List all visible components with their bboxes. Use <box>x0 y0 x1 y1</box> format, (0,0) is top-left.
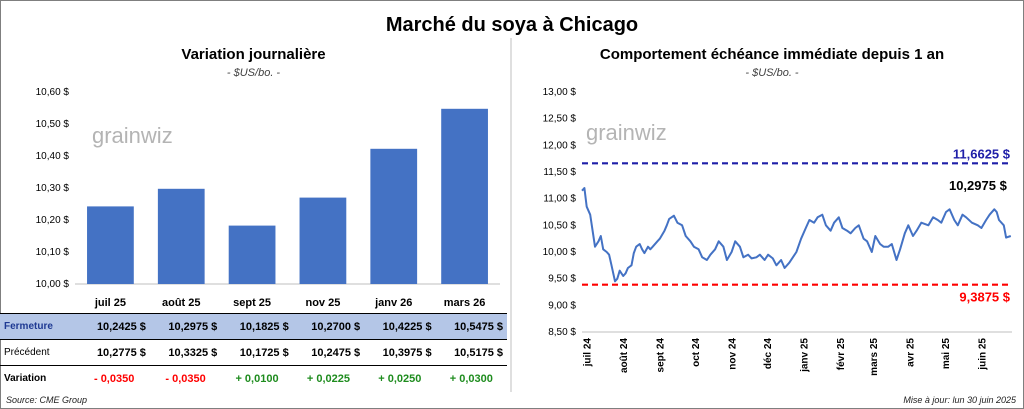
y-tick-label: 11,50 $ <box>543 167 576 178</box>
category-label: juil 25 <box>94 297 126 309</box>
y-tick-label: 10,00 $ <box>36 279 70 290</box>
bar <box>299 197 347 284</box>
cell-value: 10,2775 $ <box>78 339 150 366</box>
cell-variation: - 0,0350 <box>165 372 206 385</box>
x-tick-label: janv 25 <box>799 338 810 373</box>
line-chart-unit: - $US/bo. - <box>745 67 799 79</box>
x-tick-label: sept 24 <box>656 338 667 373</box>
x-tick-label: mars 25 <box>869 338 880 376</box>
y-tick-label: 13,00 $ <box>543 87 577 98</box>
cell-value: 10,4225 $ <box>364 313 436 340</box>
y-tick-label: 10,10 $ <box>36 247 70 258</box>
category-label: nov 25 <box>305 297 340 309</box>
cell-value: 10,5175 $ <box>435 339 507 366</box>
table-row-fermeture: Fermeture 10,2425 $ 10,2975 $ 10,1825 $ … <box>0 313 507 340</box>
table-row-variation: Variation - 0,0350 - 0,0350 + 0,0100 + 0… <box>0 366 507 392</box>
category-label: janv 26 <box>374 297 412 309</box>
cell-value: 10,1825 $ <box>221 313 293 340</box>
row-label: Variation <box>4 373 47 385</box>
category-label: août 25 <box>162 297 201 309</box>
bar <box>157 188 205 284</box>
cell-value: 10,1725 $ <box>221 339 293 366</box>
y-tick-label: 12,00 $ <box>543 140 577 151</box>
y-tick-label: 9,00 $ <box>548 300 576 311</box>
cell-value: 10,2425 $ <box>78 313 150 340</box>
y-tick-label: 9,50 $ <box>548 274 576 285</box>
cell-value: 10,3975 $ <box>364 339 436 366</box>
cell-value: 10,2700 $ <box>292 313 365 340</box>
y-tick-label: 10,50 $ <box>36 119 70 130</box>
x-tick-label: juin 25 <box>977 338 988 371</box>
cell-variation: + 0,0100 <box>235 372 279 385</box>
bar <box>441 108 488 284</box>
category-label: mars 26 <box>444 297 486 309</box>
y-tick-label: 10,40 $ <box>36 151 70 162</box>
bar-chart: 10,00 $ 10,10 $ 10,20 $ 10,30 $ 10,40 $ 10,50… <box>36 87 500 309</box>
source-note: Source: CME Group <box>6 395 88 405</box>
price-table: Fermeture 10,2425 $ 10,2975 $ 10,1825 $ … <box>0 313 507 392</box>
last-value-label: 10,2975 $ <box>949 178 1008 193</box>
category-label: sept 25 <box>233 297 271 309</box>
y-tick-label: 10,20 $ <box>36 215 70 226</box>
x-tick-label: déc 24 <box>763 338 774 370</box>
y-tick-label: 10,50 $ <box>543 220 577 231</box>
x-tick-label: juil 24 <box>583 338 594 368</box>
bar-chart-unit: - $US/bo. - <box>226 67 281 79</box>
y-tick-label: 10,00 $ <box>543 247 577 258</box>
cell-value: 10,3325 $ <box>149 339 222 366</box>
x-tick-label: févr 25 <box>836 338 847 371</box>
y-tick-label: 10,30 $ <box>36 183 70 194</box>
min-reference-label: 9,3875 $ <box>959 290 1010 305</box>
x-tick-label: août 24 <box>619 338 630 373</box>
x-tick-label: mai 25 <box>941 338 952 370</box>
x-tick-label: nov 24 <box>728 338 739 370</box>
update-note: Mise à jour: lun 30 juin 2025 <box>903 395 1016 405</box>
bar-chart-title: Variation journalière <box>181 46 326 63</box>
price-series-line <box>581 187 1012 283</box>
table-row-precedent: Précédent 10,2775 $ 10,3325 $ 10,1725 $ … <box>0 339 507 366</box>
cell-variation: - 0,0350 <box>93 372 135 385</box>
cell-variation: + 0,0250 <box>378 372 422 385</box>
cell-value: 10,2975 $ <box>149 313 222 340</box>
y-tick-label: 11,00 $ <box>543 194 576 205</box>
max-reference-label: 11,6625 $ <box>953 146 1011 161</box>
watermark-right: grainwiz <box>586 120 667 145</box>
y-tick-label: 8,50 $ <box>548 327 576 338</box>
row-label: Précédent <box>0 339 79 366</box>
y-tick-label: 10,60 $ <box>36 87 70 98</box>
row-label: Fermeture <box>0 313 79 340</box>
y-tick-label: 12,50 $ <box>543 114 577 125</box>
cell-variation: + 0,0300 <box>449 372 493 385</box>
line-chart-title: Comportement échéance immédiate depuis 1… <box>599 46 945 63</box>
cell-value: 10,2475 $ <box>292 339 365 366</box>
line-chart: 8,50 $ 9,00 $ 9,50 $ 10,00 $ 10,50 $ 11,00 $ 1… <box>543 87 1012 376</box>
bar <box>370 148 418 284</box>
bar <box>228 225 276 284</box>
main-title: Marché du soya à Chicago <box>385 14 639 36</box>
cell-value: 10,5475 $ <box>435 313 507 340</box>
watermark-left: grainwiz <box>92 123 173 148</box>
bar <box>87 206 134 284</box>
x-tick-label: avr 25 <box>905 338 916 367</box>
cell-variation: + 0,0225 <box>306 372 350 385</box>
x-tick-label: oct 24 <box>691 338 702 367</box>
